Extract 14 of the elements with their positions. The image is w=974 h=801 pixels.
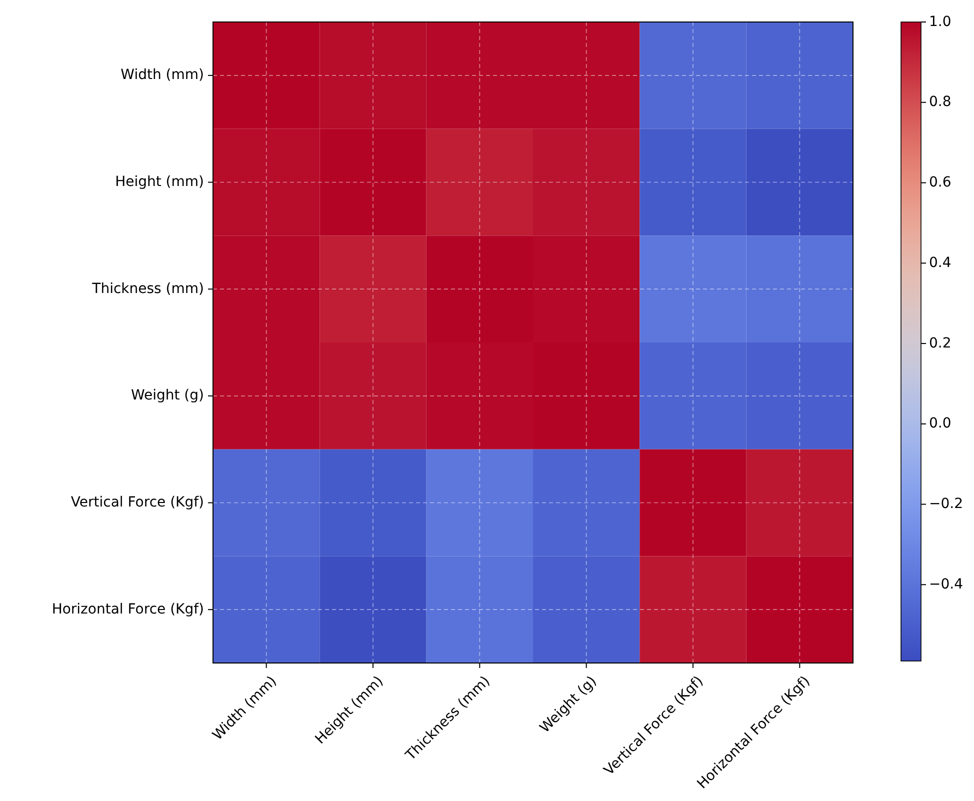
y-tick-label: Width (mm) <box>120 67 204 84</box>
y-tick-label: Height (mm) <box>115 174 204 190</box>
color-bar-label: 0.4 <box>929 254 952 271</box>
color-bar-label: 0.6 <box>929 174 952 191</box>
y-tick-label: Vertical Force (Kgf) <box>70 494 204 511</box>
color-bar-label: 0.8 <box>929 94 952 110</box>
y-tick-label: Thickness (mm) <box>91 280 204 297</box>
color-bar-label: −0.2 <box>929 496 963 512</box>
color-bar-label: 1.0 <box>929 14 952 30</box>
color-bar-label: −0.4 <box>929 576 964 592</box>
y-tick-label: Horizontal Force (Kgf) <box>52 601 204 618</box>
color-bar-label: 0.2 <box>929 335 952 352</box>
color-bar-label: 0.0 <box>929 416 952 432</box>
y-tick-label: Weight (g) <box>130 388 204 404</box>
